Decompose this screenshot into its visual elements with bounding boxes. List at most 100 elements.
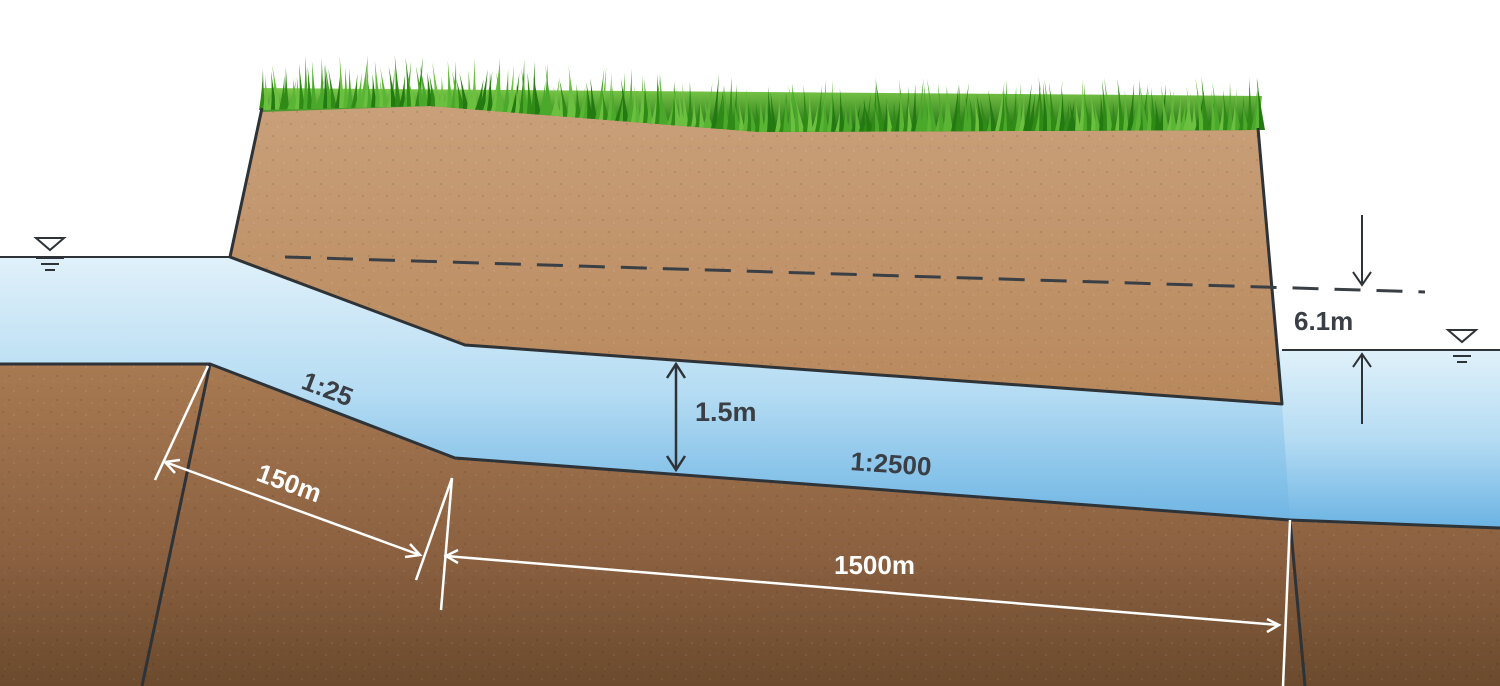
grass-blade bbox=[1179, 99, 1186, 131]
grass-blade bbox=[515, 83, 521, 113]
grass-blade bbox=[749, 99, 757, 132]
grass-blade bbox=[919, 98, 925, 132]
grass-blade bbox=[601, 89, 609, 120]
grass-blade bbox=[955, 85, 961, 132]
grass-blade bbox=[399, 74, 405, 107]
grass-blade bbox=[979, 98, 989, 132]
grass-blade bbox=[1155, 98, 1161, 131]
grass-blade bbox=[1063, 100, 1070, 131]
grass-blade bbox=[827, 80, 833, 132]
grass-blade bbox=[1211, 89, 1217, 131]
grass-blade bbox=[1247, 77, 1253, 131]
grass-blade bbox=[1011, 86, 1017, 131]
water-level-icon bbox=[1445, 329, 1479, 363]
grass-blade bbox=[419, 65, 429, 107]
grass-blade bbox=[719, 92, 725, 130]
grass-blade bbox=[503, 69, 509, 112]
grass-blade bbox=[807, 90, 813, 132]
grass-blade bbox=[343, 67, 349, 108]
grass-blade bbox=[1019, 93, 1025, 131]
grass-blade bbox=[1127, 82, 1135, 131]
grass-blade bbox=[673, 85, 681, 126]
grass-blade bbox=[1212, 82, 1221, 131]
grass-blade bbox=[1003, 90, 1013, 131]
grass-blade bbox=[923, 82, 929, 132]
grass-blade bbox=[1055, 80, 1063, 131]
grass-blade bbox=[303, 55, 309, 109]
section-line-left bbox=[140, 363, 212, 686]
grass-blade bbox=[811, 103, 819, 132]
grass-blade bbox=[699, 97, 705, 128]
grass-blade bbox=[1090, 92, 1097, 131]
grass-blade bbox=[703, 95, 713, 129]
grass-blade bbox=[1222, 89, 1229, 131]
grass-blade bbox=[911, 83, 917, 132]
grass-blade bbox=[791, 84, 801, 132]
grass-blade bbox=[479, 69, 488, 111]
grass-blade bbox=[831, 92, 837, 132]
grass-blade bbox=[1175, 94, 1181, 131]
grass-blade bbox=[272, 64, 281, 110]
grass-blade bbox=[1234, 95, 1241, 131]
section-line-right bbox=[1288, 519, 1307, 686]
grass-blade bbox=[270, 71, 277, 110]
grass-blade bbox=[311, 60, 317, 109]
grass-blade bbox=[943, 84, 949, 132]
grass-blade bbox=[1042, 82, 1049, 131]
grass-blade bbox=[727, 76, 733, 130]
grass-blade bbox=[1241, 101, 1249, 131]
grass-blade bbox=[770, 91, 777, 132]
grass-blade bbox=[715, 85, 724, 129]
grass-blade bbox=[795, 96, 805, 132]
grass-blade bbox=[1139, 82, 1149, 131]
grass-blade bbox=[988, 89, 997, 132]
grass-blade bbox=[976, 94, 985, 132]
grass-blade bbox=[291, 78, 297, 110]
grass-blade bbox=[259, 69, 265, 110]
extension-line-1500-left bbox=[439, 477, 454, 611]
grass-blade bbox=[439, 76, 445, 107]
grass-blade bbox=[974, 98, 981, 132]
grass-blade bbox=[903, 86, 909, 132]
grass-blade bbox=[803, 84, 809, 132]
grass-blade bbox=[1015, 82, 1021, 131]
grass-blade bbox=[496, 72, 505, 112]
grass-blade bbox=[553, 85, 561, 117]
grass-blade bbox=[843, 101, 849, 132]
grass-blade bbox=[963, 90, 969, 132]
grass-blade bbox=[590, 78, 597, 119]
grass-blade bbox=[607, 73, 613, 121]
grass-blade bbox=[743, 89, 749, 131]
grass-blade bbox=[695, 99, 701, 128]
height-difference-arrows bbox=[1352, 215, 1372, 424]
grass-blade bbox=[307, 66, 313, 109]
grass-blade bbox=[927, 96, 933, 132]
grass-blade bbox=[1251, 89, 1258, 131]
grass-blade bbox=[639, 75, 645, 123]
grass-blade bbox=[324, 63, 333, 109]
grass-blade bbox=[620, 78, 629, 122]
grass-blade bbox=[328, 68, 337, 109]
grass-blade bbox=[886, 100, 893, 132]
grass-blade bbox=[298, 63, 305, 110]
water-surface-right bbox=[1280, 350, 1500, 528]
grass-blade bbox=[907, 100, 913, 132]
grass-blade bbox=[521, 67, 529, 114]
grass-blade bbox=[1104, 77, 1113, 131]
grass-blade bbox=[631, 85, 637, 123]
grass-blade bbox=[682, 83, 689, 127]
grass-blade bbox=[1102, 79, 1109, 131]
grass-blade bbox=[351, 73, 358, 108]
extension-line-150-right bbox=[414, 477, 454, 581]
grass-blade bbox=[487, 71, 493, 111]
grass-blade bbox=[359, 54, 368, 108]
grass-blade bbox=[847, 101, 853, 132]
grass-blade bbox=[427, 72, 433, 106]
grass-blade bbox=[783, 90, 789, 132]
grass-blade bbox=[915, 78, 924, 132]
grass-blade bbox=[1201, 76, 1209, 131]
grass-blade bbox=[452, 70, 461, 109]
grass-blade bbox=[471, 57, 477, 110]
grass-blade bbox=[899, 78, 905, 132]
